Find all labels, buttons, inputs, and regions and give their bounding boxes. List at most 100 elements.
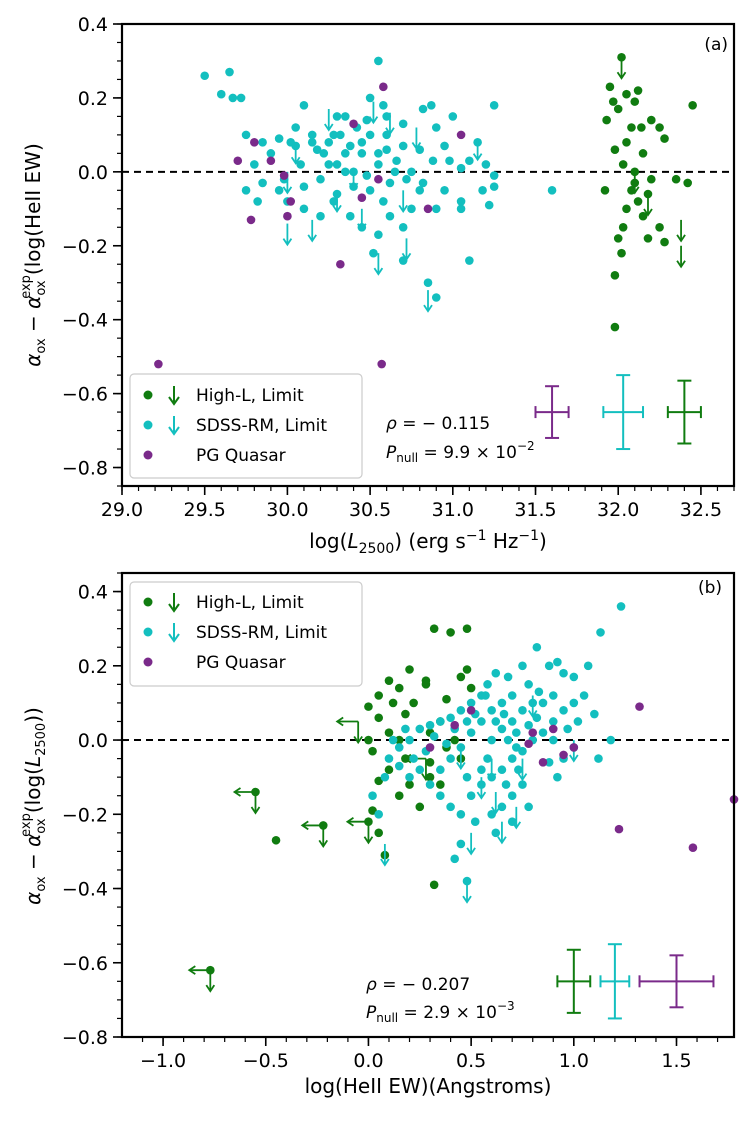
data-point-pg-quasar bbox=[548, 724, 558, 734]
panel-a-rho: ρ = − 0.115 bbox=[386, 414, 490, 434]
data-point-sdss-rm bbox=[382, 145, 391, 154]
legend-b-sdss-rm-arrow bbox=[168, 623, 180, 643]
data-point-sdss-rm bbox=[316, 211, 325, 221]
limit-arrow-sdss-rm bbox=[282, 223, 293, 247]
data-point-high-l bbox=[643, 234, 653, 243]
panel-b-ticks: −1.0 −0.5 0.0 0.5 1.0 1.5 −0.8 −0.6 −0.4 −0.2 0.0 0… bbox=[62, 572, 719, 1072]
data-point-high-l bbox=[364, 735, 373, 745]
data-point-sdss-rm bbox=[312, 145, 322, 154]
data-point-sdss-rm bbox=[442, 739, 451, 749]
data-point-sdss-rm bbox=[374, 56, 383, 66]
data-point-sdss-rm bbox=[329, 197, 339, 206]
panel-b-ytick-label: −0.4 bbox=[62, 879, 108, 901]
data-point-high-l bbox=[364, 702, 373, 711]
legend-b-pg-marker bbox=[143, 657, 153, 667]
data-point-sdss-rm bbox=[547, 186, 557, 195]
data-point-high-l bbox=[450, 735, 459, 745]
panel-b-ytick-label: 0.2 bbox=[78, 656, 108, 678]
data-point-sdss-rm bbox=[398, 222, 408, 232]
data-point-sdss-rm bbox=[357, 137, 367, 147]
data-point-high-l bbox=[456, 672, 466, 682]
data-point-sdss-rm bbox=[299, 204, 309, 214]
data-point-high-l bbox=[618, 222, 628, 232]
data-point-high-l bbox=[462, 665, 472, 674]
data-point-high-l bbox=[384, 676, 394, 685]
data-point-sdss-rm bbox=[415, 724, 425, 734]
data-point-sdss-rm bbox=[407, 204, 416, 214]
data-point-sdss-rm bbox=[446, 713, 455, 723]
data-point-sdss-rm bbox=[579, 691, 589, 700]
panel-b-tag: (b) bbox=[698, 578, 722, 598]
data-point-sdss-rm bbox=[507, 791, 517, 801]
limit-arrow-sdss-rm bbox=[423, 290, 433, 313]
data-point-sdss-rm bbox=[491, 828, 501, 838]
data-point-high-l bbox=[394, 735, 404, 745]
data-point-high-l bbox=[646, 115, 656, 125]
data-point-sdss-rm bbox=[319, 149, 329, 158]
panel-b-xtick-label: −0.5 bbox=[243, 1050, 289, 1072]
panel-a-series-sdss-rm bbox=[200, 56, 557, 313]
data-point-sdss-rm bbox=[258, 178, 267, 188]
panel-a-xtick-label: 29.5 bbox=[184, 499, 226, 521]
data-point-sdss-rm bbox=[489, 171, 499, 180]
panel-a-frame bbox=[120, 22, 736, 488]
data-point-sdss-rm bbox=[497, 724, 507, 734]
limit-arrow-high-l bbox=[300, 820, 329, 849]
legend-high-l-label: High-L, Limit bbox=[196, 386, 304, 406]
limit-arrow-sdss-rm bbox=[456, 747, 466, 771]
data-point-sdss-rm bbox=[497, 698, 507, 708]
data-point-high-l bbox=[436, 780, 445, 789]
data-point-sdss-rm bbox=[450, 854, 459, 864]
legend-b-sdss-rm-label: SDSS-RM, Limit bbox=[196, 623, 327, 643]
data-point-high-l bbox=[384, 728, 394, 737]
panel-b-plot-area bbox=[122, 602, 739, 1020]
panel-a-series-high-l bbox=[600, 52, 697, 332]
panel-b-legend-box bbox=[129, 581, 363, 687]
limit-arrow-high-l bbox=[676, 219, 686, 243]
legend-high-l-marker bbox=[143, 390, 153, 400]
data-point-sdss-rm bbox=[425, 780, 435, 789]
panel-a-ytick-label: 0.0 bbox=[78, 162, 108, 184]
data-point-high-l bbox=[630, 97, 640, 106]
data-point-pg-quasar bbox=[377, 359, 386, 369]
data-point-sdss-rm bbox=[544, 758, 554, 767]
data-point-high-l bbox=[388, 698, 398, 708]
panel-a-ticks: 29.0 29.5 30.0 30.5 31.0 31.5 32.0 32.5 −0.8 −0.6… bbox=[62, 14, 735, 521]
data-point-high-l bbox=[425, 758, 435, 767]
legend-b-sdss-rm-marker bbox=[143, 627, 153, 637]
data-point-sdss-rm bbox=[481, 691, 490, 700]
limit-arrow-high-l bbox=[616, 57, 627, 80]
data-point-high-l bbox=[655, 123, 664, 132]
data-point-sdss-rm bbox=[401, 724, 410, 734]
data-point-high-l bbox=[405, 665, 414, 674]
data-point-sdss-rm bbox=[390, 167, 400, 177]
data-point-sdss-rm bbox=[418, 178, 428, 188]
data-point-sdss-rm bbox=[379, 197, 388, 206]
data-point-high-l bbox=[683, 178, 692, 188]
data-point-sdss-rm bbox=[250, 160, 259, 169]
data-point-sdss-rm bbox=[368, 791, 377, 801]
legend-b-high-l-arrow bbox=[168, 593, 180, 613]
data-point-sdss-rm bbox=[462, 717, 472, 726]
data-point-sdss-rm bbox=[465, 156, 474, 166]
data-point-sdss-rm bbox=[532, 713, 542, 723]
data-point-sdss-rm bbox=[507, 754, 517, 763]
data-point-pg-quasar bbox=[569, 743, 579, 752]
data-point-sdss-rm bbox=[431, 293, 441, 302]
limit-arrow-sdss-rm bbox=[411, 127, 422, 151]
data-point-sdss-rm bbox=[503, 735, 513, 745]
panel-a-xtick-label: 32.5 bbox=[680, 499, 722, 521]
data-point-pg-quasar bbox=[357, 193, 367, 203]
data-point-sdss-rm bbox=[286, 137, 296, 147]
panel-a-legend: High-L, Limit SDSS-RM, Limit PG Quasar bbox=[129, 373, 363, 479]
data-point-sdss-rm bbox=[491, 668, 501, 678]
panel-b-xtick-label: −1.0 bbox=[140, 1050, 186, 1072]
legend-sdss-rm-label: SDSS-RM, Limit bbox=[196, 416, 327, 436]
data-point-sdss-rm bbox=[200, 71, 210, 81]
data-point-high-l bbox=[446, 628, 455, 637]
data-point-sdss-rm bbox=[501, 780, 511, 789]
data-point-sdss-rm bbox=[466, 698, 476, 708]
legend-sdss-rm-arrow bbox=[168, 416, 180, 436]
data-point-high-l bbox=[605, 82, 615, 92]
data-point-sdss-rm bbox=[340, 112, 350, 121]
